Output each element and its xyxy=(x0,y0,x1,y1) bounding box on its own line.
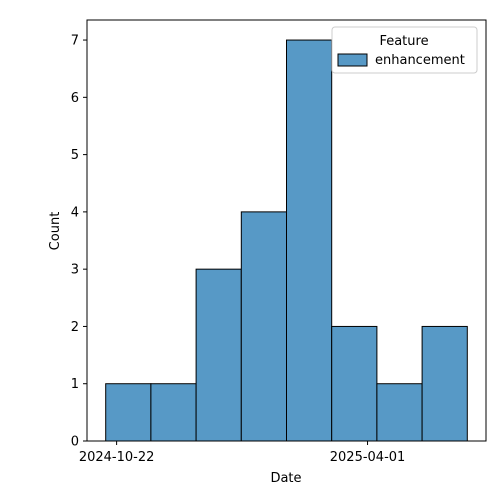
bar-6 xyxy=(376,383,423,442)
axes-group: 0 1 2 3 4 5 6 7 2024-10-22 2025-04-01 xyxy=(71,19,487,465)
bar-7 xyxy=(421,325,468,442)
y-tick-label-3: 3 xyxy=(71,263,79,278)
bar-5 xyxy=(331,325,378,442)
bar-3 xyxy=(240,211,288,442)
bar-2 xyxy=(195,268,242,442)
legend: Feature enhancement xyxy=(331,26,478,74)
y-tick-label-7: 7 xyxy=(71,34,79,49)
x-axis-label: Date xyxy=(270,471,301,486)
bar-1 xyxy=(150,383,197,442)
y-tick-label-1: 1 xyxy=(71,377,79,392)
y-tick-label-0: 0 xyxy=(71,435,79,450)
y-tick-label-2: 2 xyxy=(71,320,79,335)
y-axis-label: Count xyxy=(48,212,63,251)
y-tick-label-5: 5 xyxy=(71,148,79,163)
y-tick-label-4: 4 xyxy=(71,205,79,220)
y-tick-label-6: 6 xyxy=(71,91,79,106)
bar-4 xyxy=(286,39,333,442)
plot-frame xyxy=(86,19,487,442)
legend-title: Feature xyxy=(379,34,428,49)
legend-entry-label: enhancement xyxy=(375,53,465,68)
bars-group xyxy=(105,39,468,442)
legend-frame xyxy=(331,26,478,74)
x-tick-label-1: 2025-04-01 xyxy=(330,450,406,465)
x-tick-label-0: 2024-10-22 xyxy=(79,450,155,465)
bar-0 xyxy=(105,383,152,442)
legend-swatch xyxy=(337,53,368,67)
